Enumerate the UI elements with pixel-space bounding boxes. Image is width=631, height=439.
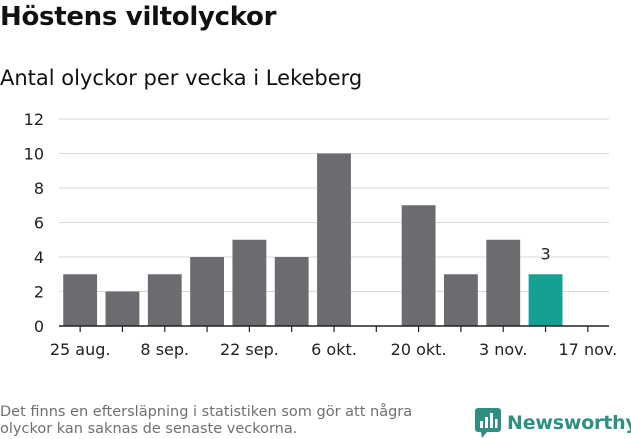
y-tick-label: 12 [24,110,44,129]
footnote: Det finns en eftersläpning i statistiken… [0,404,413,437]
x-tick-label: 22 sep. [220,340,279,359]
y-tick-label: 2 [34,283,44,302]
bar [444,274,478,326]
bar [232,239,267,326]
bar [147,274,182,326]
bar [401,205,436,326]
bar [105,291,140,326]
bar [317,153,351,326]
chart-title: Höstens viltolyckor [0,2,277,32]
x-tick-label: 25 aug. [50,340,111,359]
x-tick-label: 6 okt. [311,340,357,359]
x-tick-label: 3 nov. [479,340,528,359]
y-tick-label: 10 [24,145,44,164]
y-tick-label: 8 [34,179,44,198]
bar [63,274,98,326]
brand-name: Newsworthy [507,412,631,434]
y-tick-label: 6 [34,214,44,233]
y-tick-label: 0 [34,317,44,336]
bar [528,274,563,326]
chart-subtitle: Antal olyckor per vecka i Lekeberg [0,66,363,90]
x-tick-label: 20 okt. [391,340,447,359]
bar-chart: 0 2 4 6 8 10 12 3 25 aug. 8 sep. 22 sep. 6 okt. 20 o… [24,110,618,359]
x-tick-label: 8 sep. [140,340,189,359]
bar [486,239,521,326]
brand-logo: Newsworthy [475,407,631,439]
bar [274,257,309,326]
newsworthy-logo-icon [475,408,501,438]
x-tick-label: 17 nov. [559,340,618,359]
y-tick-label: 4 [34,248,44,267]
bar [190,257,224,326]
data-label: 3 [540,244,550,263]
